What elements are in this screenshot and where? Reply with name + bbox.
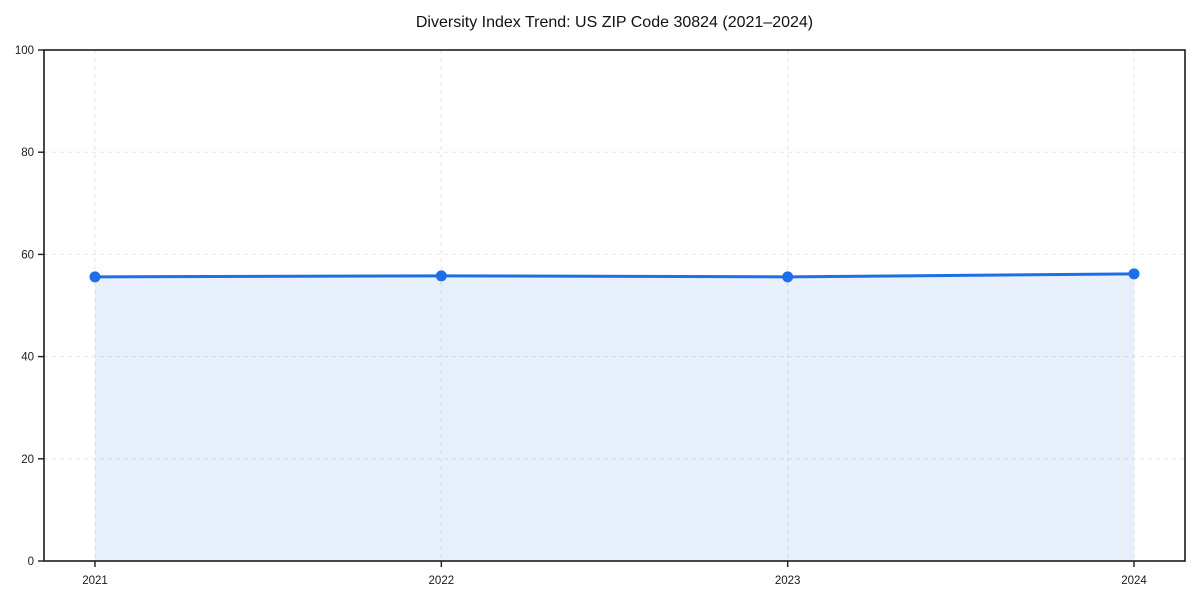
trend-line (93, 272, 1136, 279)
y-tick-label: 80 (21, 147, 34, 159)
area-fill (95, 273, 1134, 561)
x-tick-label: 2021 (82, 575, 108, 587)
x-tick-label: 2024 (1121, 575, 1147, 587)
data-point (782, 271, 794, 283)
y-tick-label: 100 (15, 45, 34, 57)
y-tick-label: 20 (21, 454, 34, 466)
data-point (1128, 268, 1140, 280)
y-tick-label: 0 (28, 556, 34, 568)
chart-title: Diversity Index Trend: US ZIP Code 30824… (415, 14, 814, 31)
x-tick-label: 2022 (429, 575, 455, 587)
y-tick-label: 60 (21, 249, 34, 261)
data-point (435, 270, 447, 282)
data-point (89, 271, 101, 283)
y-tick-label: 40 (21, 352, 34, 364)
plot-border (43, 49, 1186, 562)
x-tick-label: 2023 (775, 575, 801, 587)
